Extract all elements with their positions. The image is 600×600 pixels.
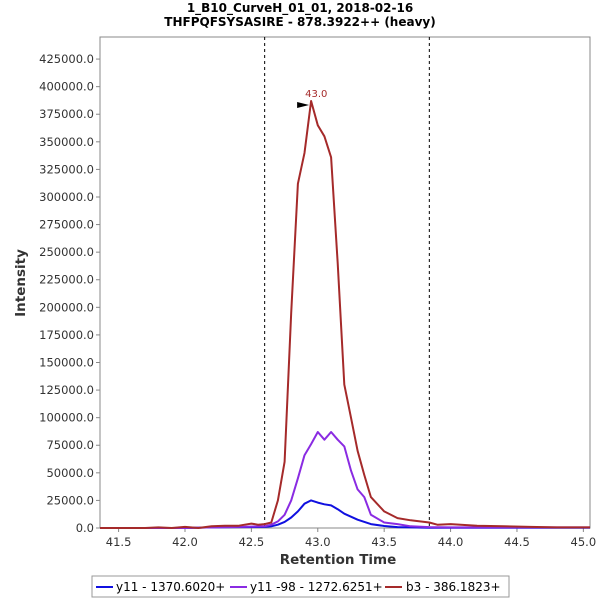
chart-title-line-1: 1_B10_CurveH_01_01, 2018-02-16 [187, 1, 413, 16]
x-axis-ticks: 41.5 42.0 42.5 43.0 43.5 44.0 44.5 45.0 [106, 528, 596, 549]
y-tick-label: 200000.0 [39, 300, 94, 314]
legend-label-y11-98: y11 -98 - 1272.6251+ [250, 580, 383, 594]
y-tick-label: 100000.0 [39, 411, 94, 425]
legend-label-b3: b3 - 386.1823+ [406, 580, 501, 594]
peak-annotation: 43.0 [305, 89, 327, 100]
legend-label-y11: y11 - 1370.6020+ [116, 580, 225, 594]
y-tick-label: 375000.0 [39, 107, 94, 121]
y-tick-label: 0.0 [76, 521, 94, 535]
y-tick-label: 175000.0 [39, 328, 94, 342]
legend-box [91, 575, 510, 598]
y-tick-label: 350000.0 [39, 135, 94, 149]
annotation-layer: 43.0 [297, 89, 327, 108]
y-tick-label: 225000.0 [39, 273, 94, 287]
x-tick-label: 41.5 [106, 535, 132, 549]
y-tick-label: 275000.0 [39, 218, 94, 232]
y-tick-label: 25000.0 [46, 493, 94, 507]
y-tick-label: 325000.0 [39, 162, 94, 176]
x-tick-label: 44.5 [504, 535, 530, 549]
x-tick-label: 42.0 [172, 535, 198, 549]
chart-title-line-2: THFPQFSYSASIRE - 878.3922++ (heavy) [164, 15, 435, 29]
peak-marker-arrow [297, 101, 310, 108]
y-axis-title: Intensity [13, 249, 29, 317]
x-axis-title: Retention Time [280, 552, 397, 568]
x-tick-label: 42.5 [239, 535, 265, 549]
y-tick-label: 400000.0 [39, 80, 94, 94]
y-tick-label: 75000.0 [46, 438, 94, 452]
plot-area [99, 36, 591, 529]
x-tick-label: 45.0 [571, 535, 597, 549]
x-tick-label: 43.0 [305, 535, 331, 549]
x-tick-label: 44.0 [438, 535, 464, 549]
series-line-1 [100, 431, 590, 529]
y-tick-label: 300000.0 [39, 190, 94, 204]
series-line-2 [100, 100, 590, 529]
y-tick-label: 50000.0 [46, 466, 94, 480]
x-tick-label: 43.5 [371, 535, 397, 549]
legend: y11 - 1370.6020+ y11 -98 - 1272.6251+ b3… [91, 575, 510, 598]
y-tick-label: 425000.0 [39, 52, 94, 66]
integration-boundaries [264, 37, 430, 528]
y-tick-label: 250000.0 [39, 245, 94, 259]
y-tick-label: 150000.0 [39, 355, 94, 369]
y-tick-label: 125000.0 [39, 383, 94, 397]
y-axis-ticks: 0.0 25000.0 50000.0 75000.0 100000.0 125000.0… [39, 52, 100, 535]
series-layer [100, 100, 590, 529]
